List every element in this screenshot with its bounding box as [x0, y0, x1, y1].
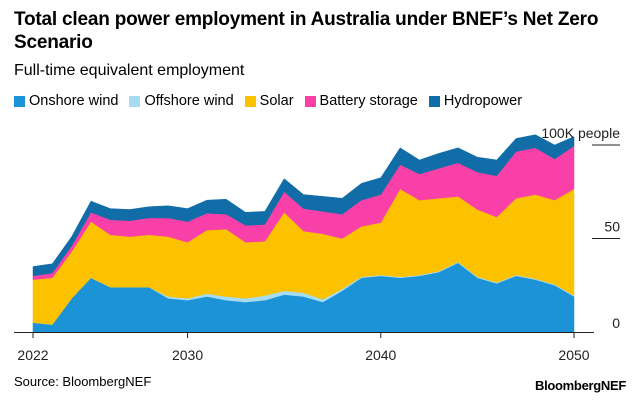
legend-item-offshore-wind: Offshore wind: [129, 93, 234, 109]
chart-title: Total clean power employment in Australi…: [14, 9, 599, 53]
legend-label: Battery storage: [319, 93, 418, 109]
brand-logo: BloombergNEF: [534, 378, 626, 393]
legend-label: Onshore wind: [29, 93, 119, 109]
source-note: Source: BloombergNEF: [14, 374, 152, 389]
y-tick-label: 100K people: [541, 125, 620, 141]
chart-legend: Onshore wind Offshore wind Solar Battery st…: [14, 93, 533, 109]
x-tick-label: 2050: [558, 347, 589, 363]
y-tick-label: 50: [604, 219, 620, 235]
legend-label: Hydropower: [443, 93, 523, 109]
chart-subtitle: Full-time equivalent employment: [14, 62, 245, 79]
legend-swatch: [428, 95, 440, 107]
area-hydropower: [32, 134, 575, 277]
x-tick-label: 2040: [365, 347, 396, 363]
legend-item-solar: Solar: [244, 93, 294, 109]
x-tick-label: 2030: [172, 347, 203, 363]
legend-swatch: [304, 95, 316, 107]
legend-swatch: [14, 95, 25, 107]
legend-swatch: [129, 95, 141, 107]
x-tick-label: 2022: [17, 347, 48, 363]
legend-label: Offshore wind: [144, 93, 234, 109]
legend-label: Solar: [259, 93, 294, 109]
legend-item-hydropower: Hydropower: [428, 93, 523, 109]
legend-swatch: [244, 95, 256, 107]
legend-item-onshore-wind: Onshore wind: [14, 93, 118, 109]
legend-item-battery-storage: Battery storage: [304, 93, 418, 109]
y-tick-label: 0: [612, 315, 620, 331]
